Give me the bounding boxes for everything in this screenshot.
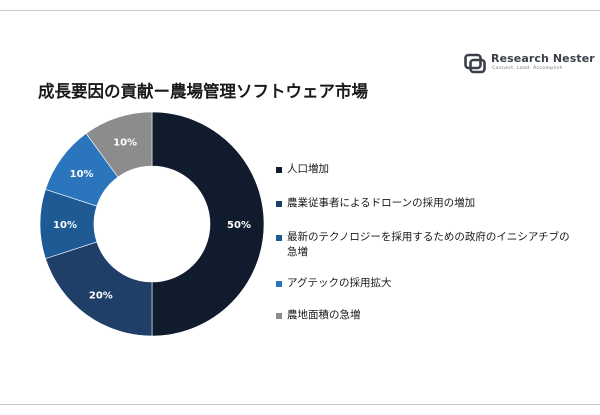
legend-label: 農業従事者によるドローンの採用の増加 [287,197,476,209]
legend-swatch [276,281,282,287]
research-nester-logo: Research Nester Connect. Lead. Accomplis… [464,50,595,78]
bottom-divider [0,404,600,405]
legend-label: 農地面積の急増 [287,309,361,321]
legend-swatch [276,313,282,319]
slice-value-label: 10% [70,169,94,180]
donut-slice [85,111,153,178]
legend-label: 最新のテクノロジーを採用するための政府のイニシアチブの急増 [287,231,570,258]
logo-mark-icon [464,53,486,74]
donut-slice [45,241,153,337]
legend-label: アグテックの採用拡大 [287,277,392,289]
slice-value-label: 20% [89,290,113,301]
slice-value-label: 50% [227,220,251,231]
slice-value-label: 10% [53,220,77,231]
legend-swatch [276,167,282,173]
chart-title: 成長要因の貢献ー農場管理ソフトウェア市場 [38,82,368,101]
top-divider [0,10,600,11]
legend-label: 人口増加 [287,163,329,175]
logo-tagline: Connect. Lead. Accomplish [492,66,563,71]
legend-swatch [276,235,282,241]
logo-name: Research Nester [491,52,595,65]
donut-slice [151,111,265,337]
legend-swatch [276,201,282,207]
slice-value-label: 10% [113,137,137,148]
